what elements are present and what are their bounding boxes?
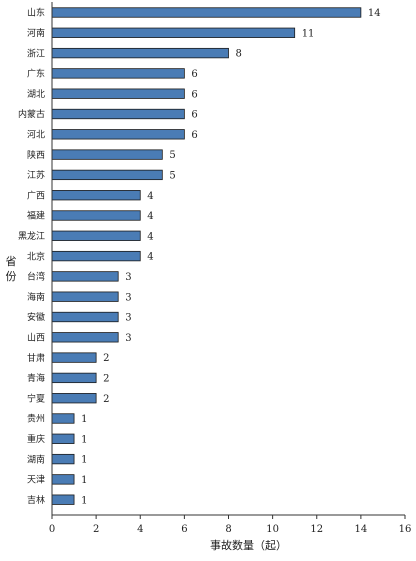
- x-tick-label: 6: [181, 524, 187, 535]
- bar-21: [51, 433, 75, 444]
- value-label: 1: [81, 475, 87, 486]
- bar-6: [51, 129, 185, 140]
- value-label: 3: [125, 313, 131, 324]
- bar-16: [51, 332, 119, 343]
- bar-8: [51, 169, 163, 181]
- bar-7: [51, 149, 163, 160]
- category-label: 山东: [27, 7, 45, 19]
- value-label: 14: [368, 8, 381, 19]
- value-label: 6: [191, 130, 197, 141]
- category-label: 河北: [27, 129, 45, 141]
- value-label: 1: [81, 414, 87, 425]
- category-label: 宁夏: [27, 392, 45, 404]
- value-label: 4: [147, 191, 153, 202]
- value-label: 1: [81, 495, 87, 506]
- x-tick-label: 2: [93, 524, 99, 535]
- bar-2: [51, 47, 229, 59]
- category-label: 贵州: [27, 413, 45, 425]
- bar-0: [51, 7, 362, 18]
- bars-group: [51, 7, 362, 505]
- value-label: 1: [81, 455, 87, 466]
- value-label: 6: [191, 69, 197, 80]
- value-label: 1: [81, 434, 87, 445]
- y-axis-title: 省份: [6, 255, 17, 283]
- category-label: 陕西: [27, 149, 45, 161]
- value-label: 4: [147, 252, 153, 263]
- value-label: 2: [103, 374, 109, 385]
- bar-3: [51, 68, 185, 79]
- value-label: 3: [125, 333, 131, 344]
- category-label: 海南: [27, 291, 45, 303]
- category-label: 青海: [27, 372, 45, 384]
- category-label: 广西: [27, 189, 45, 201]
- category-label: 福建: [27, 210, 45, 222]
- bar-24: [51, 494, 75, 505]
- category-label: 黑龙江: [18, 230, 45, 242]
- value-label: 2: [103, 394, 109, 405]
- value-label: 8: [236, 49, 242, 60]
- category-label: 重庆: [27, 433, 45, 445]
- category-label: 安徽: [27, 311, 45, 323]
- bar-22: [51, 453, 75, 465]
- category-label: 江苏: [27, 169, 45, 181]
- bar-18: [51, 372, 97, 384]
- bar-1: [51, 27, 296, 38]
- bar-11: [51, 230, 141, 241]
- bar-9: [51, 190, 141, 201]
- bar-5: [51, 108, 185, 120]
- x-tick-label: 14: [355, 524, 368, 535]
- value-label: 11: [302, 28, 315, 39]
- value-label: 3: [125, 292, 131, 303]
- category-label: 河南: [27, 27, 45, 39]
- x-tick-label: 4: [137, 524, 143, 535]
- x-ticks: 0 2 4 6 8 10 12 14 16: [49, 515, 412, 535]
- x-tick-label: 16: [399, 524, 412, 535]
- bar-10: [51, 210, 141, 221]
- value-label: 2: [103, 353, 109, 364]
- category-labels: 山东河南浙江广东湖北内蒙古河北陕西江苏广西福建黑龙江北京台湾海南安徽山西甘肃青海…: [18, 7, 45, 506]
- category-label: 吉林: [27, 494, 45, 506]
- x-tick-label: 10: [266, 524, 279, 535]
- bar-12: [51, 250, 141, 262]
- value-label: 6: [191, 110, 197, 121]
- bar-19: [51, 393, 97, 404]
- value-label: 4: [147, 211, 153, 222]
- category-label: 山西: [27, 333, 45, 344]
- category-label: 湖南: [27, 453, 45, 465]
- bar-15: [51, 311, 119, 323]
- bar-14: [51, 291, 119, 302]
- category-label: 甘肃: [27, 352, 45, 364]
- bar-13: [51, 271, 119, 282]
- category-label: 内蒙古: [18, 108, 45, 120]
- category-label: 台湾: [27, 271, 45, 283]
- category-label: 湖北: [27, 89, 45, 100]
- x-tick-label: 8: [225, 524, 231, 535]
- x-tick-label: 12: [310, 524, 323, 535]
- category-label: 天津: [27, 475, 45, 486]
- bar-20: [51, 413, 75, 424]
- value-label: 4: [147, 231, 153, 242]
- value-label: 5: [169, 150, 175, 161]
- x-tick-label: 0: [49, 524, 55, 535]
- category-label: 北京: [27, 250, 45, 262]
- bar-23: [51, 474, 75, 485]
- value-label: 6: [191, 89, 197, 100]
- value-label: 3: [125, 272, 131, 283]
- category-label: 广东: [27, 68, 45, 80]
- bar-17: [51, 352, 97, 363]
- bar-4: [51, 88, 185, 99]
- category-label: 浙江: [27, 47, 45, 59]
- x-axis-title: 事故数量（起）: [210, 538, 287, 552]
- value-label: 5: [169, 171, 175, 182]
